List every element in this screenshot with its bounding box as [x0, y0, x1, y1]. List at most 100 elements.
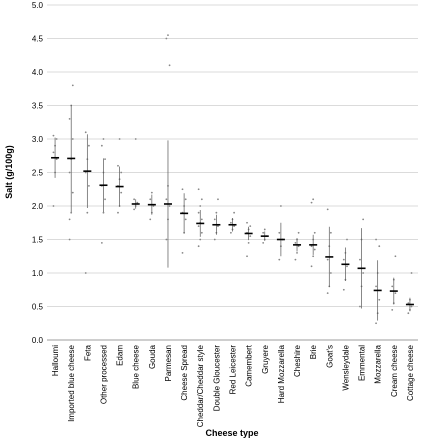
data-point	[165, 238, 168, 241]
x-tick-label: Red Leicester	[229, 345, 238, 395]
data-point	[359, 258, 361, 261]
y-tick-label: 1.0	[32, 269, 44, 278]
x-tick-label: Other processed	[99, 345, 108, 404]
y-tick-label: 2.5	[32, 169, 44, 178]
data-point	[117, 211, 119, 214]
x-tick-label: Imported blue cheese	[67, 344, 76, 421]
data-point	[310, 201, 313, 204]
data-point	[375, 322, 377, 325]
data-point	[329, 272, 332, 274]
data-point	[326, 292, 329, 294]
data-point	[152, 205, 155, 207]
data-point	[310, 245, 313, 248]
data-point	[71, 84, 74, 87]
data-point	[294, 241, 297, 244]
data-point	[313, 248, 316, 251]
x-tick-label: Camembert	[245, 344, 254, 387]
data-point	[167, 34, 169, 37]
data-point	[184, 198, 187, 201]
data-point	[279, 205, 282, 207]
data-point	[263, 228, 266, 231]
data-point	[346, 238, 348, 241]
x-tick-label: Goat's	[325, 345, 334, 368]
data-point	[197, 188, 200, 191]
data-point	[378, 298, 381, 301]
data-point	[233, 211, 236, 214]
data-point	[329, 231, 332, 234]
data-point	[117, 164, 119, 167]
y-tick-label: 2.0	[32, 202, 44, 211]
data-point	[297, 231, 300, 234]
x-tick-label: Parmesan	[164, 345, 173, 381]
data-point	[71, 138, 74, 140]
data-point	[55, 158, 58, 161]
data-point	[375, 285, 377, 288]
data-point	[359, 305, 361, 308]
data-point	[233, 225, 236, 228]
data-point	[326, 258, 329, 261]
data-point	[394, 255, 397, 258]
data-point	[213, 218, 216, 221]
data-point	[410, 272, 413, 274]
data-point	[342, 288, 345, 291]
data-point	[84, 171, 87, 174]
data-point	[391, 285, 394, 288]
x-tick-label: Cheshire	[293, 344, 302, 377]
x-tick-label: Cream cheese	[390, 344, 399, 397]
data-point	[391, 308, 394, 311]
data-point	[312, 255, 315, 258]
data-point	[297, 245, 300, 248]
data-point	[394, 292, 397, 294]
data-point	[102, 138, 105, 140]
data-point	[120, 191, 123, 194]
data-point	[310, 265, 313, 268]
data-point	[184, 218, 187, 221]
data-point	[134, 138, 137, 140]
data-point	[120, 171, 123, 174]
data-point	[247, 241, 250, 244]
data-point	[149, 218, 152, 221]
x-tick-label: Feta	[83, 344, 92, 361]
data-point	[100, 144, 103, 147]
data-point	[262, 231, 265, 234]
data-point	[68, 218, 71, 221]
x-tick-label: Gouda	[148, 344, 157, 369]
y-tick-label: 1.5	[32, 236, 44, 245]
x-tick-label: Emmental	[358, 345, 367, 381]
y-tick-label: 3.5	[32, 102, 44, 111]
data-point	[362, 218, 365, 221]
data-point	[407, 312, 410, 315]
x-tick-label: Double Gloucester	[212, 345, 221, 412]
data-point	[165, 198, 168, 201]
data-point	[104, 198, 106, 201]
data-point	[52, 205, 55, 207]
data-point	[104, 158, 106, 161]
data-point	[278, 231, 281, 234]
data-point	[86, 211, 89, 214]
data-point	[68, 238, 71, 241]
data-point	[213, 238, 216, 241]
x-axis-label: Cheese type	[205, 428, 258, 438]
data-point	[84, 272, 87, 274]
y-tick-label: 3.0	[32, 135, 44, 144]
data-point	[102, 211, 105, 214]
data-point	[168, 64, 171, 67]
y-tick-label: 0.0	[32, 336, 44, 345]
x-tick-label: Brie	[309, 344, 318, 359]
data-point	[168, 205, 171, 207]
data-point	[84, 131, 87, 134]
x-tick-label: Cheddar/Cheddar style	[196, 344, 205, 427]
data-point	[326, 208, 329, 211]
data-point	[55, 138, 58, 140]
x-tick-label: Hard Mozzarella	[277, 344, 286, 403]
data-point	[68, 171, 71, 174]
data-point	[410, 305, 413, 308]
data-point	[249, 225, 252, 228]
x-tick-label: Gruyere	[261, 344, 270, 373]
y-tick-label: 0.5	[32, 303, 44, 312]
data-point	[246, 255, 248, 258]
x-tick-label: Wensleydale	[341, 344, 350, 390]
data-point	[217, 198, 219, 201]
data-point	[133, 198, 136, 201]
